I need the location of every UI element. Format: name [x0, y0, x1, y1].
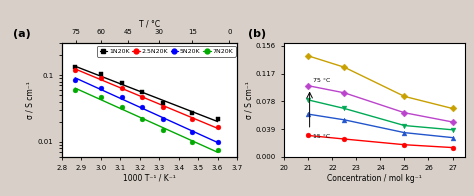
Text: (b): (b) — [248, 29, 266, 39]
Y-axis label: σ / S cm⁻¹: σ / S cm⁻¹ — [244, 81, 253, 119]
Legend: 1N20K, 2.5N20K, 5N20K, 7N20K: 1N20K, 2.5N20K, 5N20K, 7N20K — [97, 46, 236, 57]
Y-axis label: σ / S cm⁻¹: σ / S cm⁻¹ — [26, 81, 35, 119]
X-axis label: Concentration / mol kg⁻¹: Concentration / mol kg⁻¹ — [327, 174, 422, 183]
X-axis label: T / °C: T / °C — [139, 19, 160, 28]
X-axis label: 1000 T⁻¹ / K⁻¹: 1000 T⁻¹ / K⁻¹ — [123, 174, 176, 183]
Text: (a): (a) — [12, 29, 30, 39]
Text: 15 °C: 15 °C — [313, 134, 330, 139]
Text: 75 °C: 75 °C — [313, 78, 330, 83]
